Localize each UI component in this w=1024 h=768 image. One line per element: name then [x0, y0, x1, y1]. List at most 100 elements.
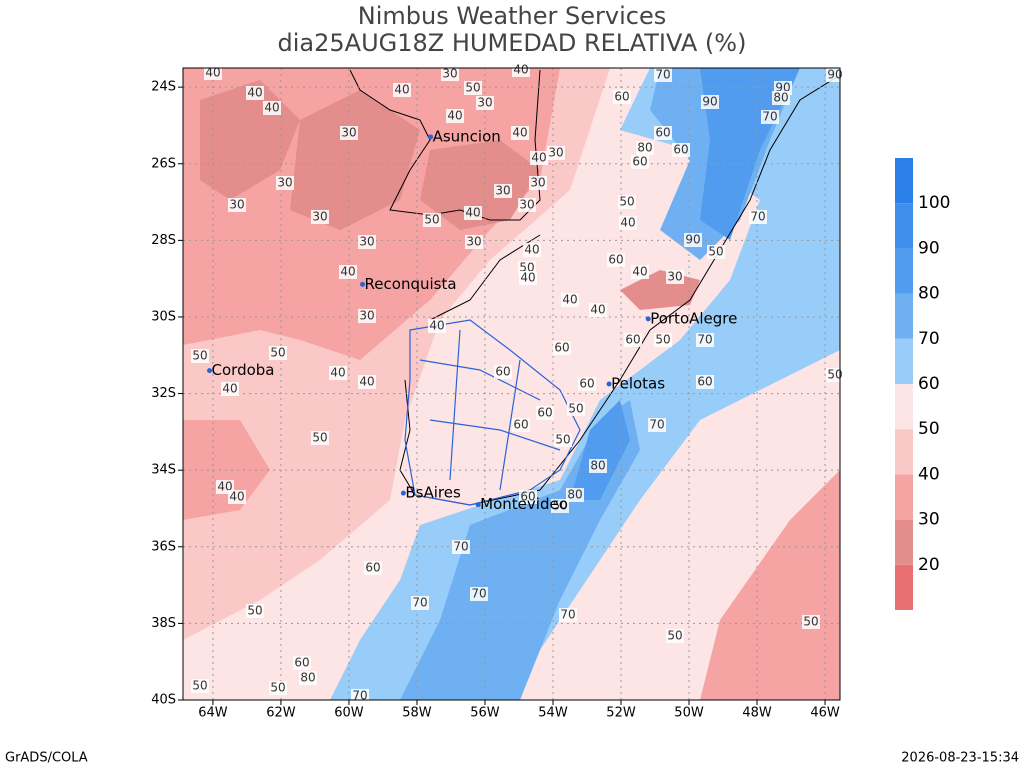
contour-label: 60: [294, 656, 309, 670]
contour-labels: 4040403030303030403050404040504040505030…: [191, 63, 844, 703]
colorbar-box: [895, 564, 913, 610]
x-tick-label: 50W: [674, 706, 704, 721]
contour-label-bg: [519, 271, 537, 285]
contour-label: 50: [192, 349, 207, 363]
x-tick-label: 56W: [470, 706, 500, 721]
x-tick-label: 58W: [402, 706, 432, 721]
contour-label-bg: [465, 235, 483, 249]
contour-label: 30: [548, 146, 563, 160]
contour-label: 40: [205, 66, 220, 80]
colorbar-box: [895, 338, 913, 384]
contour-label-bg: [246, 604, 264, 618]
contour-label: 30: [667, 270, 682, 284]
field-20-30: [290, 90, 420, 230]
contour-label: 60: [673, 143, 688, 157]
contour-label: 40: [513, 63, 528, 77]
title: Nimbus Weather Services: [358, 2, 666, 30]
colorbar-box: [895, 474, 913, 520]
contour-label: 40: [590, 303, 605, 317]
contour-label: 30: [229, 198, 244, 212]
colorbar-label: 50: [918, 419, 940, 439]
contour-label-bg: [423, 213, 441, 227]
contour-label-bg: [512, 63, 530, 77]
contour-label: 30: [359, 235, 374, 249]
contour-label-bg: [464, 81, 482, 95]
x-tick-label: 48W: [742, 706, 772, 721]
contour-label: 40: [632, 265, 647, 279]
contour-label-bg: [701, 95, 719, 109]
contour-label: 70: [560, 608, 575, 622]
contour-label: 60: [554, 341, 569, 355]
contour-label: 80: [637, 141, 652, 155]
contour-label-bg: [567, 402, 585, 416]
contour-label-bg: [631, 155, 649, 169]
y-tick-label: 40S: [151, 693, 176, 708]
contour-label: 40: [562, 293, 577, 307]
contour-label: 30: [341, 126, 356, 140]
contour-label-bg: [269, 681, 287, 695]
y-tick-label: 36S: [151, 539, 176, 554]
contour-label-bg: [511, 126, 529, 140]
contour-label: 70: [762, 110, 777, 124]
city-dot: [428, 134, 434, 140]
contour-label-bg: [228, 490, 246, 504]
contour-label: 50: [270, 681, 285, 695]
contour-label-bg: [269, 346, 287, 360]
contour-label: 60: [495, 365, 510, 379]
contour-label-bg: [191, 349, 209, 363]
contour-label-bg: [364, 561, 382, 575]
contour-label-bg: [772, 91, 790, 105]
contour-label-bg: [204, 66, 222, 80]
contour-label-bg: [441, 67, 459, 81]
y-tick-label: 38S: [151, 616, 176, 631]
contour-label: 70: [471, 587, 486, 601]
contour-label-bg: [446, 109, 464, 123]
x-tick-label: 52W: [606, 706, 636, 721]
contour-label-bg: [358, 309, 376, 323]
contour-label: 60: [608, 253, 623, 267]
footer-left: GrADS/COLA: [5, 751, 88, 766]
contour-label-bg: [329, 366, 347, 380]
contour-label-bg: [494, 365, 512, 379]
colorbar-label: 70: [918, 329, 940, 349]
city-label: Pelotas: [611, 375, 665, 393]
contour-label: 40: [247, 86, 262, 100]
contour-label: 70: [697, 333, 712, 347]
contour-label: 70: [453, 540, 468, 554]
contour-label-bg: [311, 431, 329, 445]
y-tick-label: 24S: [151, 80, 176, 95]
contour-label-bg: [607, 253, 625, 267]
y-tick-label: 26S: [151, 156, 176, 171]
contour-label-bg: [358, 375, 376, 389]
contour-label: 50: [424, 213, 439, 227]
colorbar-box: [895, 203, 913, 249]
admin-lines: [404, 319, 581, 506]
contour-label-bg: [684, 233, 702, 247]
contour-label-bg: [470, 587, 488, 601]
colorbar-label: 90: [918, 238, 940, 258]
contour-label: 60: [655, 126, 670, 140]
contour-label: 80: [773, 91, 788, 105]
contour-label-bg: [228, 198, 246, 212]
contour-label-bg: [624, 333, 642, 347]
contour-label: 70: [412, 596, 427, 610]
x-tick-label: 60W: [334, 706, 364, 721]
contour-label: 60: [365, 561, 380, 575]
contour-label: 40: [447, 109, 462, 123]
colorbar-box: [895, 429, 913, 475]
contour-label-bg: [311, 210, 329, 224]
contour-label: 50: [555, 433, 570, 447]
contour-label-bg: [761, 110, 779, 124]
contour-label: 70: [750, 210, 765, 224]
contour-label-bg: [518, 198, 536, 212]
map-frame: [182, 67, 841, 701]
contour-label-bg: [191, 679, 209, 693]
contour-label-bg: [553, 341, 571, 355]
contour-label-bg: [631, 265, 649, 279]
contour-label: 40: [524, 243, 539, 257]
colorbar-box: [895, 158, 913, 204]
contour-label: 50: [270, 346, 285, 360]
contour-label-bg: [707, 245, 725, 259]
contour-label: 50: [803, 615, 818, 629]
contour-label: 30: [477, 96, 492, 110]
